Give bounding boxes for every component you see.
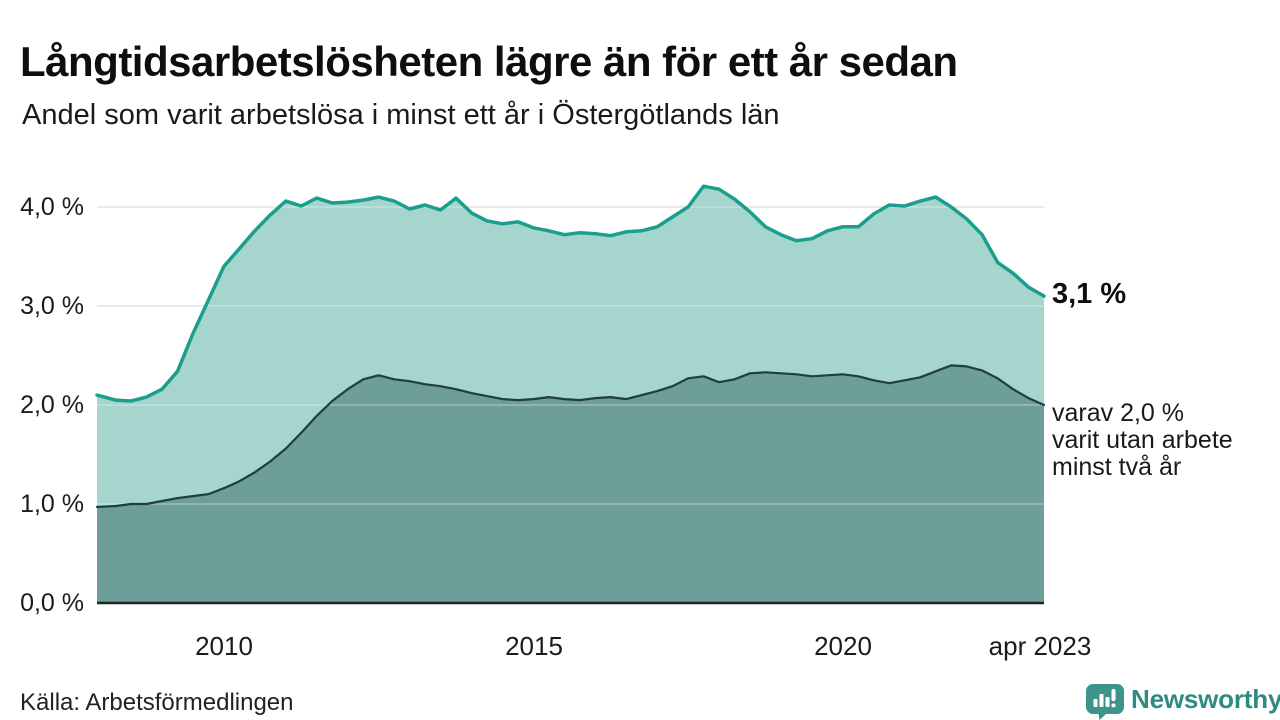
series-end-value-label: 3,1 %: [1052, 278, 1127, 310]
x-axis-tick-apr-2023: apr 2023: [988, 631, 1092, 661]
annotation-line-2: varit utan arbete: [1052, 426, 1233, 454]
chart-subtitle: Andel som varit arbetslösa i minst ett å…: [22, 99, 780, 131]
newsworthy-logo: Newsworthy: [1084, 682, 1280, 720]
y-axis-tick-4: 4,0 %: [20, 193, 84, 221]
logo-exclamation-dot: [1111, 703, 1116, 708]
logo-bar-small: [1093, 699, 1098, 707]
y-axis-tick-3: 3,0 %: [20, 292, 84, 320]
newsworthy-logo-icon: [1086, 684, 1124, 720]
y-axis-tick-0: 0,0 %: [20, 589, 84, 617]
logo-exclamation-bar: [1111, 689, 1116, 701]
annotation-line-1: varav 2,0 %: [1052, 399, 1185, 427]
x-axis-tick-2020: 2020: [814, 631, 872, 661]
logo-bar-medium: [1105, 697, 1110, 707]
logo-bubble-shape: [1086, 684, 1124, 720]
y-axis-tick-1: 1,0 %: [20, 490, 84, 518]
x-axis-tick-2010: 2010: [195, 631, 253, 661]
page-title: Långtidsarbetslösheten lägre än för ett …: [20, 38, 958, 86]
logo-bar-tall: [1099, 694, 1104, 707]
source-credit: Källa: Arbetsförmedlingen: [20, 689, 294, 716]
x-axis-tick-2015: 2015: [505, 631, 563, 661]
secondary-series-annotation: varav 2,0 % varit utan arbete minst två …: [1052, 400, 1233, 481]
y-axis-tick-2: 2,0 %: [20, 391, 84, 419]
brand-name: Newsworthy: [1131, 683, 1280, 714]
annotation-line-3: minst två år: [1052, 453, 1182, 481]
